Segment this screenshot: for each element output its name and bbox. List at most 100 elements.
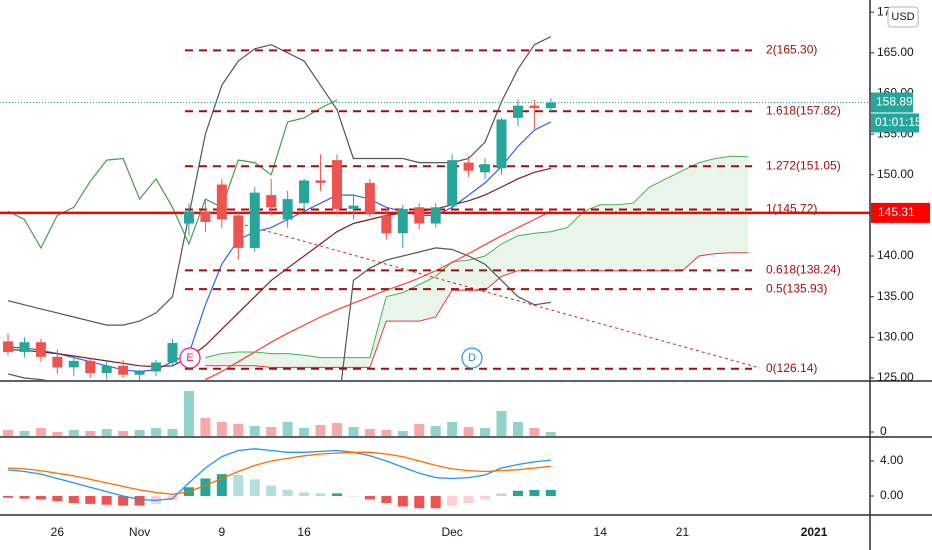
y-tick-label: 150.00 [877, 167, 914, 181]
histogram-bar [134, 496, 145, 506]
histogram-bar [480, 496, 491, 500]
event-markers: E D [179, 347, 483, 369]
histogram-bar [397, 496, 408, 507]
candle-body [512, 105, 523, 118]
candle-body [68, 360, 79, 368]
earnings-marker[interactable] [179, 347, 201, 369]
histogram-bar [233, 475, 244, 497]
y-tick-label: 125.00 [877, 370, 914, 384]
volume-bar [167, 429, 178, 436]
candle-body [348, 205, 359, 209]
volume-bar [397, 431, 408, 436]
fib-label: 1.272(151.05) [766, 158, 841, 172]
candle-body [315, 180, 326, 183]
histogram-bar [414, 496, 425, 509]
volume-bar [332, 423, 342, 436]
candle-body [101, 365, 112, 374]
volume-bar [101, 429, 112, 436]
candle-body [496, 119, 507, 169]
currency-box[interactable] [887, 6, 919, 28]
volume-bar [480, 428, 491, 436]
macd-line [7, 451, 551, 495]
candle-body [216, 184, 227, 220]
dividend-marker[interactable] [461, 347, 483, 369]
histogram-bar [282, 489, 293, 497]
candle-body [3, 341, 13, 352]
x-tick-label: 2021 [801, 525, 828, 539]
countdown-box [871, 113, 919, 133]
indicator-line [7, 121, 552, 373]
fib-label: 1.618(157.82) [766, 103, 841, 117]
last-price-box [871, 92, 913, 113]
histogram-bar [118, 496, 129, 506]
candle-body [545, 102, 556, 109]
volume-bar [52, 432, 63, 436]
histogram-bar [529, 489, 540, 497]
fib-label: 0.618(138.24) [766, 263, 841, 277]
currency: USD [891, 11, 914, 23]
hline-price: 145.31 [878, 205, 915, 219]
histogram-bar [249, 479, 260, 497]
candle-body [183, 211, 194, 224]
histogram-bar [266, 485, 277, 497]
span-a [205, 155, 749, 359]
candle-body [480, 164, 491, 173]
candle-body [134, 371, 145, 375]
candle-body [233, 215, 244, 248]
histogram-bar [85, 496, 96, 504]
volume-bar [249, 426, 260, 436]
volume-bar [266, 427, 277, 436]
candle-body [364, 182, 375, 214]
axis-labels: 125.00130.00135.00140.00145.00150.00155.… [51, 4, 930, 539]
volume-bar [134, 430, 145, 436]
histogram-bar [430, 496, 441, 509]
volume-bar [414, 424, 425, 436]
volume-bar [282, 422, 293, 436]
candle-body [167, 343, 178, 363]
indicator-line [7, 36, 552, 326]
volume-bar [216, 422, 227, 436]
fib-label: 2(165.30) [766, 43, 817, 57]
fib-label: 0(126.14) [766, 361, 817, 375]
volume-bar [430, 426, 441, 436]
histogram-bar [463, 496, 474, 504]
histogram-bar [216, 474, 227, 497]
last-price: 158.89 [876, 95, 913, 109]
histogram-bar [332, 493, 342, 497]
x-tick-label: 26 [51, 525, 65, 539]
candle-body [118, 365, 129, 375]
y-tick-label: 165.00 [877, 45, 914, 59]
fib-label: 0.5(135.93) [766, 281, 827, 295]
volume-bar [512, 422, 523, 436]
volume-bar [19, 431, 30, 436]
histogram-bar [447, 496, 458, 506]
volume-bar [151, 428, 162, 436]
histogram-bar [348, 496, 359, 497]
histogram-bar [19, 496, 30, 499]
histogram-bar [299, 492, 310, 497]
candle-body [529, 105, 540, 109]
x-tick-label: 16 [297, 525, 311, 539]
histogram-bar [200, 478, 211, 497]
y-tick-label: 130.00 [877, 329, 914, 343]
candle-body [397, 208, 408, 234]
histogram-bar [52, 496, 63, 502]
macd-pane [3, 448, 556, 509]
candle-body [200, 211, 211, 222]
histogram-bar [364, 496, 375, 500]
x-tick-label: Dec [441, 525, 462, 539]
indicator-line [7, 247, 551, 380]
y-tick-label: 135.00 [877, 289, 914, 303]
y-tick-label: 4.00 [880, 453, 904, 467]
x-tick-label: 9 [219, 525, 226, 539]
candle-body [447, 160, 458, 206]
x-tick-label: Nov [129, 525, 150, 539]
dividend-label: D [468, 352, 476, 364]
indicator-line [205, 210, 552, 380]
candle-body [249, 192, 260, 248]
volume-pane [3, 391, 556, 436]
x-tick-label: 21 [676, 525, 690, 539]
y-tick-label: 0.00 [880, 488, 904, 502]
candle-body [52, 356, 63, 368]
volume-bar [545, 432, 556, 436]
